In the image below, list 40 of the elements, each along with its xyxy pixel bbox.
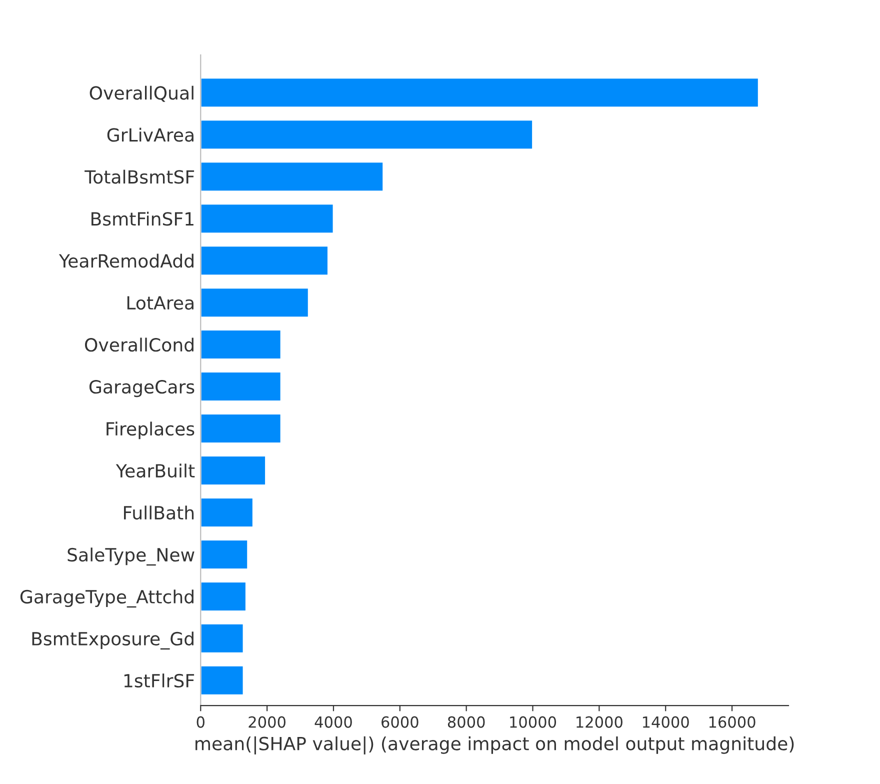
bar [200,413,282,444]
bar [200,623,244,654]
x-tick-label: 12000 [576,716,622,728]
y-tick-label: TotalBsmtSF [84,170,194,184]
bar [200,77,760,108]
x-tick-label: 8000 [448,716,485,728]
x-tick-label: 6000 [382,716,418,728]
y-tick-label: SaleType_New [68,548,194,566]
x-tick-label: 2000 [248,716,286,728]
y-tick-label: Fireplaces [106,422,194,440]
bar [200,455,266,486]
y-tick-label: GrLivArea [107,128,194,142]
y-tick-label: BsmtFinSF1 [92,212,194,226]
y-tick-label: OverallQual [90,86,194,102]
bar [200,665,244,696]
bar [200,539,248,570]
y-tick-label: BsmtExposure_Gd [32,632,194,650]
bar [200,329,282,360]
y-tick-label: YearBuilt [116,464,195,478]
bar [200,119,534,150]
y-tick-label: OverallCond [85,338,194,352]
x-tick-label: 10000 [510,716,556,728]
bar [200,287,310,318]
x-tick-label: 0 [196,716,204,728]
x-tick-label: 4000 [314,716,352,728]
bar [200,497,254,528]
bar [200,203,334,234]
x-tick-label: 16000 [709,716,756,728]
y-tick-label: YearRemodAdd [58,254,194,268]
bar [200,161,384,192]
y-tick-label: LotArea [127,296,194,310]
y-tick-label: 1stFlrSF [124,674,194,688]
y-tick-label: GarageCars [89,380,194,398]
x-axis-title: mean(|SHAP value|) (average impact on model output magnitude) [196,736,794,754]
y-tick-label: FullBath [124,506,194,520]
bar [200,371,282,402]
y-tick-label: GarageType_Attchd [20,590,194,608]
bar [200,581,247,612]
x-tick-label: 14000 [642,716,689,728]
bar [200,245,329,276]
